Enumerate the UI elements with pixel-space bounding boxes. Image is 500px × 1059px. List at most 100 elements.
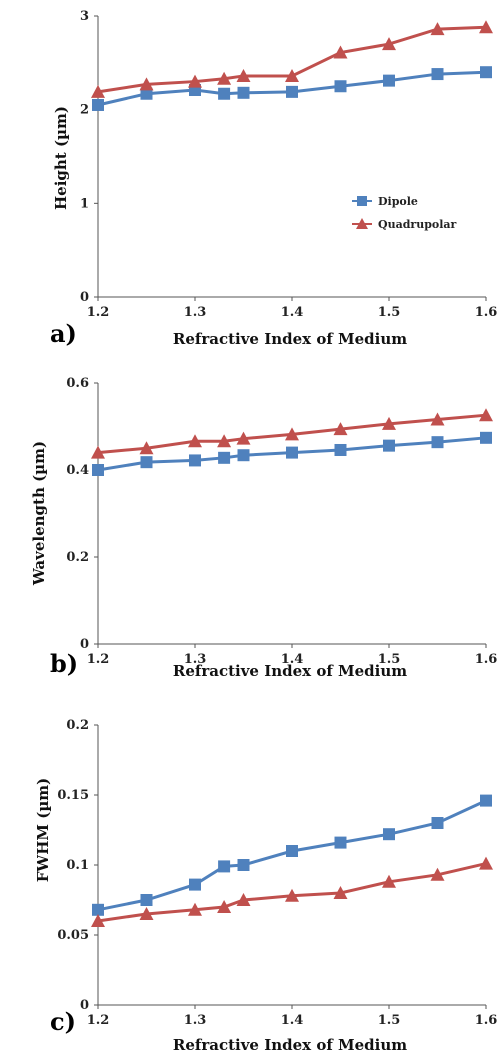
- data-point-dipole: [383, 74, 395, 87]
- y-tick-label: 1: [80, 196, 89, 211]
- data-point-quadrupolar: [217, 71, 232, 85]
- data-point-quadrupolar: [479, 856, 493, 870]
- x-tick-label: 1.2: [87, 305, 110, 320]
- data-point-quadrupolar: [285, 68, 299, 82]
- data-point-quadrupolar: [430, 22, 445, 36]
- data-point-dipole: [286, 845, 298, 857]
- data-point-quadrupolar: [430, 867, 445, 881]
- data-point-quadrupolar: [382, 37, 396, 51]
- data-point-quadrupolar: [91, 914, 105, 927]
- x-tick-label: 1.4: [281, 305, 304, 320]
- data-point-quadrupolar: [217, 434, 232, 448]
- panel-label: a): [50, 319, 77, 348]
- x-tick-label: 1.5: [378, 305, 401, 320]
- y-tick-label: 0.2: [66, 550, 89, 565]
- data-point-quadrupolar: [382, 874, 396, 888]
- data-point-dipole: [92, 98, 104, 111]
- data-point-dipole: [334, 80, 347, 93]
- y-tick-label: 0.6: [66, 376, 89, 391]
- x-tick-label: 1.4: [281, 1013, 304, 1028]
- data-point-dipole: [237, 449, 250, 462]
- x-axis-title: Refractive Index of Medium: [173, 1036, 407, 1054]
- data-point-quadrupolar: [91, 84, 105, 98]
- data-point-dipole: [431, 436, 444, 449]
- data-point-quadrupolar: [139, 441, 154, 455]
- x-axis-title: Refractive Index of Medium: [173, 662, 407, 680]
- x-tick-label: 1.3: [184, 1013, 207, 1028]
- x-tick-label: 1.6: [475, 1013, 498, 1028]
- data-point-dipole: [383, 828, 395, 841]
- y-tick-label: 0: [80, 290, 89, 305]
- legend: Dipole Quadrupolar: [352, 195, 457, 231]
- y-tick-label: 0.1: [66, 858, 89, 873]
- data-point-dipole: [140, 894, 153, 906]
- data-point-quadrupolar: [333, 422, 348, 436]
- data-point-quadrupolar: [236, 431, 251, 445]
- panel-label: b): [50, 649, 78, 678]
- data-point-quadrupolar: [188, 902, 202, 916]
- data-point-dipole: [286, 446, 298, 459]
- series-line-quadrupolar: [97, 862, 487, 923]
- data-point-dipole: [140, 87, 153, 100]
- legend-label-quadrupolar: Quadrupolar: [378, 218, 457, 231]
- y-tick-label: 3: [80, 9, 89, 24]
- series-line-dipole: [97, 436, 487, 472]
- y-axis-title: Wavelength (µm): [30, 441, 48, 586]
- data-point-dipole: [218, 87, 231, 100]
- data-point-quadrupolar: [285, 427, 299, 441]
- data-point-quadrupolar: [236, 68, 251, 82]
- legend-marker-dipole: [357, 196, 367, 206]
- data-point-quadrupolar: [188, 434, 202, 448]
- x-tick-label: 1.6: [475, 652, 498, 667]
- data-point-dipole: [431, 68, 444, 81]
- data-point-quadrupolar: [91, 445, 105, 459]
- y-tick-label: 0: [80, 637, 89, 652]
- x-tick-label: 1.4: [281, 652, 304, 667]
- data-point-quadrupolar: [382, 416, 396, 430]
- data-point-quadrupolar: [430, 412, 445, 426]
- data-point-quadrupolar: [217, 900, 232, 913]
- data-point-quadrupolar: [333, 886, 348, 899]
- x-tick-label: 1.3: [184, 652, 207, 667]
- panel-b: Wavelength (µm) b) Refractive Index of M…: [30, 376, 497, 680]
- data-point-dipole: [237, 86, 250, 99]
- data-point-quadrupolar: [479, 408, 493, 422]
- data-point-dipole: [92, 464, 104, 476]
- series-line-quadrupolar: [97, 25, 487, 94]
- x-axis-title: Refractive Index of Medium: [173, 330, 407, 348]
- data-point-quadrupolar: [333, 45, 348, 59]
- y-tick-label: 0.15: [57, 788, 89, 803]
- data-point-dipole: [237, 859, 250, 871]
- y-tick-label: 0.2: [66, 718, 89, 733]
- x-tick-label: 1.2: [87, 1013, 110, 1028]
- data-point-dipole: [189, 878, 201, 891]
- data-point-dipole: [218, 860, 231, 873]
- data-point-dipole: [431, 817, 444, 829]
- data-point-dipole: [480, 794, 492, 807]
- data-point-dipole: [480, 431, 492, 444]
- series-line-dipole: [97, 70, 487, 107]
- data-point-dipole: [286, 85, 298, 98]
- panel-a: Height (µm) a) Refractive Index of Mediu…: [50, 9, 497, 348]
- x-tick-label: 1.3: [184, 305, 207, 320]
- panel-label: c): [50, 1007, 76, 1036]
- y-axis-title: Height (µm): [52, 106, 70, 210]
- data-point-dipole: [189, 454, 201, 467]
- x-tick-label: 1.5: [378, 652, 401, 667]
- data-point-quadrupolar: [236, 893, 251, 906]
- data-point-quadrupolar: [188, 74, 202, 88]
- data-point-dipole: [92, 903, 104, 916]
- data-point-dipole: [218, 451, 231, 464]
- y-tick-label: 0.4: [66, 463, 89, 478]
- y-tick-label: 2: [80, 103, 89, 118]
- data-point-dipole: [480, 66, 492, 79]
- panel-c: FWHM (µm) c) Refractive Index of Medium …: [34, 718, 497, 1054]
- data-point-quadrupolar: [139, 907, 154, 920]
- data-point-quadrupolar: [139, 77, 154, 91]
- series-line-quadrupolar: [97, 413, 487, 455]
- y-tick-label: 0: [80, 998, 89, 1013]
- data-point-quadrupolar: [479, 20, 493, 34]
- data-point-dipole: [334, 836, 347, 849]
- data-point-dipole: [334, 443, 347, 456]
